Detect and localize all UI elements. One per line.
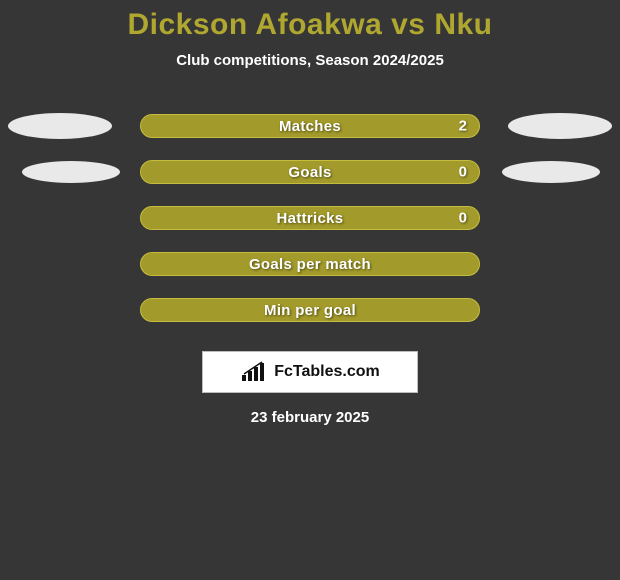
- stat-label: Hattricks: [277, 210, 344, 227]
- subtitle: Club competitions, Season 2024/2025: [0, 52, 620, 69]
- stats-card: Dickson Afoakwa vs Nku Club competitions…: [0, 0, 620, 426]
- left-photo-placeholder: [8, 113, 112, 139]
- stat-bar: Matches 2: [140, 114, 480, 138]
- left-photo-placeholder: [22, 161, 120, 183]
- stat-row-goals-per-match: Goals per match: [0, 241, 620, 287]
- date-label: 23 february 2025: [0, 409, 620, 426]
- stat-label: Matches: [279, 118, 341, 135]
- stat-bar: Goals per match: [140, 252, 480, 276]
- page-title: Dickson Afoakwa vs Nku: [0, 8, 620, 42]
- right-photo-placeholder: [502, 161, 600, 183]
- stat-label: Min per goal: [264, 302, 356, 319]
- bars-icon: [240, 361, 270, 383]
- stat-row-min-per-goal: Min per goal: [0, 287, 620, 333]
- stat-value: 0: [459, 210, 467, 227]
- branding-text: FcTables.com: [274, 363, 380, 381]
- stat-bar: Min per goal: [140, 298, 480, 322]
- stat-label: Goals per match: [249, 256, 371, 273]
- stat-row-hattricks: Hattricks 0: [0, 195, 620, 241]
- stat-row-matches: Matches 2: [0, 103, 620, 149]
- stat-rows: Matches 2 Goals 0 Hattricks 0 Goals per …: [0, 103, 620, 333]
- stat-label: Goals: [288, 164, 331, 181]
- stat-bar: Hattricks 0: [140, 206, 480, 230]
- stat-value: 0: [459, 164, 467, 181]
- right-photo-placeholder: [508, 113, 612, 139]
- stat-row-goals: Goals 0: [0, 149, 620, 195]
- stat-value: 2: [459, 118, 467, 135]
- branding-badge[interactable]: FcTables.com: [202, 351, 418, 393]
- stat-bar: Goals 0: [140, 160, 480, 184]
